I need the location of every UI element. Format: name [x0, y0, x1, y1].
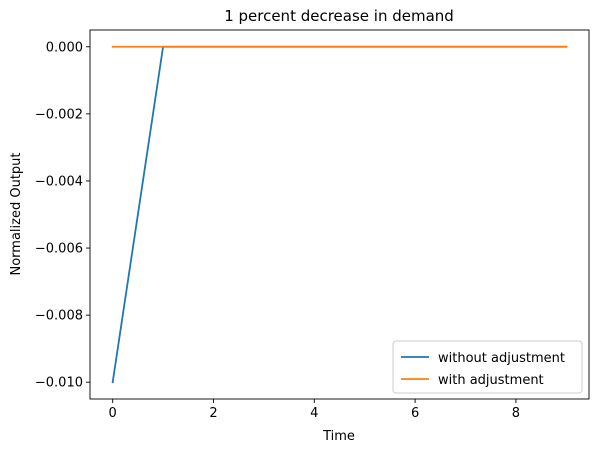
x-tick-label: 8 [512, 406, 520, 421]
legend-label-with-adjustment: with adjustment [438, 373, 544, 388]
y-axis-ticks: 0.000 −0.002 −0.004 −0.006 −0.008 −0.010 [35, 40, 90, 391]
chart-title: 1 percent decrease in demand [224, 7, 454, 25]
y-tick-label: −0.006 [35, 242, 83, 257]
legend-label-without-adjustment: without adjustment [438, 351, 565, 366]
y-tick-label: −0.010 [35, 376, 83, 391]
series-layer [111, 45, 568, 384]
y-tick-label: −0.002 [35, 107, 83, 122]
y-tick-label: −0.008 [35, 309, 83, 324]
x-tick-label: 6 [411, 406, 419, 421]
x-tick-label: 2 [209, 406, 217, 421]
series-line-without-adjustment [111, 45, 568, 384]
x-tick-label: 4 [310, 406, 318, 421]
x-tick-label: 0 [109, 406, 117, 421]
y-tick-label: 0.000 [46, 40, 83, 55]
x-axis-ticks: 0 2 4 6 8 [109, 399, 520, 421]
plot-frame [89, 29, 590, 400]
y-tick-label: −0.004 [35, 174, 83, 189]
legend-box [392, 340, 583, 394]
x-axis-title: Time [322, 429, 355, 444]
y-axis-title: Normalized Output [9, 152, 24, 275]
legend: without adjustment with adjustment [392, 340, 583, 394]
